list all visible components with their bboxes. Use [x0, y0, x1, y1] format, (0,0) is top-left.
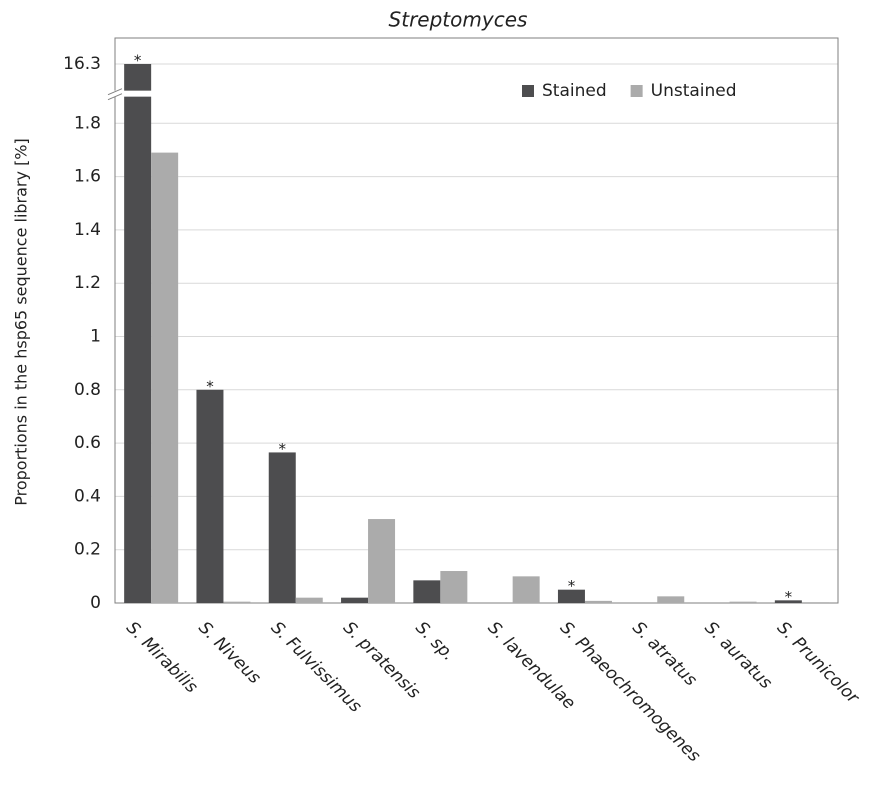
- legend-swatch: [630, 85, 643, 97]
- x-tick-label: S. atratus: [628, 618, 700, 690]
- bar: [368, 519, 396, 603]
- bar: [512, 576, 540, 603]
- x-tick-label: S. auratus: [700, 618, 775, 693]
- bar: [440, 571, 468, 603]
- y-tick-label: 1.6: [74, 167, 101, 187]
- bar: [801, 602, 829, 603]
- bar: [729, 601, 757, 603]
- axis-break-line: [107, 88, 123, 96]
- bar: [223, 601, 251, 603]
- bar: [657, 596, 685, 603]
- y-tick-label: 16.3: [63, 54, 101, 74]
- bar: [413, 580, 441, 603]
- y-tick-label: 0.6: [74, 433, 101, 453]
- y-tick-label: 1.4: [74, 220, 101, 240]
- bar: [124, 64, 152, 603]
- y-tick-label: 1.8: [74, 113, 101, 133]
- y-tick-label: 0: [90, 593, 101, 613]
- y-tick-label: 0.8: [74, 380, 101, 400]
- x-tick-label: S. Niveus: [194, 618, 264, 688]
- significance-mark: *: [568, 577, 576, 595]
- significance-mark: *: [206, 377, 214, 395]
- legend-label: Stained: [542, 81, 607, 101]
- y-axis-label: Proportions in the hsp65 sequence librar…: [12, 138, 31, 506]
- bar: [268, 452, 296, 603]
- y-tick-label: 1.2: [74, 273, 101, 293]
- legend-label: Unstained: [651, 81, 737, 101]
- axis-break-line: [107, 93, 123, 101]
- bar: [774, 600, 802, 603]
- significance-mark: *: [785, 588, 793, 606]
- bar: [196, 389, 224, 603]
- bar: [151, 152, 179, 604]
- bar: [584, 600, 612, 603]
- x-tick-label: S. sp.: [411, 618, 458, 665]
- x-tick-label: S. Prunicolor: [773, 618, 863, 708]
- bar: [341, 597, 369, 603]
- plot-frame: [114, 37, 839, 604]
- y-tick-label: 0.4: [74, 486, 101, 506]
- chart-title: Streptomyces: [389, 8, 528, 32]
- bar: [557, 589, 585, 603]
- axis-break: [107, 90, 157, 97]
- y-tick-label: 1: [90, 327, 101, 347]
- significance-mark: *: [279, 440, 287, 458]
- bar: [295, 597, 323, 603]
- x-tick-label: S. Phaeochromogenes: [556, 618, 704, 766]
- y-tick-label: 0.2: [74, 540, 101, 560]
- x-tick-label: S. Mirabilis: [122, 618, 201, 697]
- significance-mark: *: [134, 52, 142, 70]
- legend-swatch: [522, 85, 534, 97]
